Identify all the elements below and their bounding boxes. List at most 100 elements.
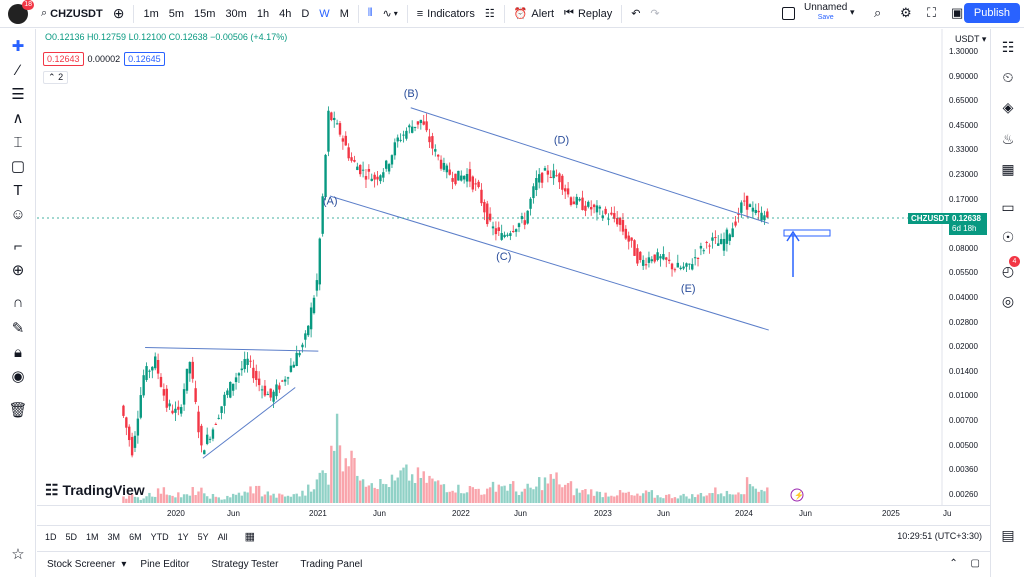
candles	[122, 106, 769, 458]
chart-pane[interactable]: (A) (B) (C) (D) (E) ⚡ O0.12136 H0.12759 L0.1…	[37, 29, 990, 520]
interval-4h[interactable]: 4h	[279, 7, 292, 20]
camera-snapshot-icon[interactable]: ▣	[951, 5, 964, 20]
chart-type-candles-button[interactable]: ⫴	[363, 0, 378, 28]
quick-search-icon[interactable]: ⌕	[874, 5, 882, 20]
smiley-icon[interactable]: ☺	[10, 206, 26, 223]
watchlist-icon[interactable]: ☷	[1001, 39, 1015, 55]
range-6M[interactable]: 6M	[129, 531, 142, 542]
candle-body	[488, 213, 492, 221]
chat-icon[interactable]: ▭	[1001, 199, 1015, 215]
user-avatar[interactable]: 18	[8, 0, 34, 24]
time-axis-label: Jun	[373, 509, 386, 518]
crosshair-icon[interactable]: ✚	[11, 38, 25, 55]
horizontal-lines-icon[interactable]: ☰	[11, 86, 25, 103]
volume-bar	[413, 483, 417, 503]
candle-body	[269, 388, 272, 398]
bottom-tab-strategy-tester[interactable]: Strategy Tester	[211, 559, 279, 570]
time-axis[interactable]: 2020 Jun 2021 Jun 2022 Jun 2023 Jun 2024 Jun 2025 J…	[37, 505, 990, 523]
alerts-clock-icon[interactable]: ⏲	[1002, 69, 1014, 85]
interval-1h[interactable]: 1h	[256, 7, 270, 20]
layout-name-button[interactable]: Unnamed Save	[804, 3, 847, 23]
interval-5m[interactable]: 5m	[168, 7, 185, 20]
layers-icon[interactable]: ◈	[1002, 99, 1014, 115]
publish-button[interactable]: Publish	[963, 3, 1020, 23]
price-axis-label: 0.01400	[949, 366, 978, 376]
ideas-bulb-icon[interactable]: ☉	[1001, 229, 1015, 245]
trend-line-icon[interactable]: ∕	[16, 62, 20, 79]
star-icon[interactable]: ☆	[11, 546, 25, 563]
magnet-icon[interactable]: ∩	[12, 294, 24, 311]
notifications-bell-icon[interactable]: ◴	[1001, 263, 1015, 279]
calendar-icon[interactable]: ▦	[1001, 161, 1015, 177]
interval-group: 1m 5m 15m 30m 1h 4h D W M	[138, 0, 353, 28]
redo-button[interactable]: ↷	[645, 0, 664, 28]
range-1Y[interactable]: 1Y	[177, 531, 189, 542]
interval-W[interactable]: W	[319, 7, 330, 20]
compare-symbol-button[interactable]: ⊕	[108, 0, 130, 28]
event-marker-icon[interactable]	[790, 488, 804, 502]
rectangle-icon[interactable]: ▢	[10, 158, 26, 175]
fullscreen-icon[interactable]: ⛶	[927, 5, 937, 20]
zoom-in-icon[interactable]: ⊕	[11, 262, 25, 279]
indicators-icon: ≡	[416, 7, 424, 20]
date-range-calendar-icon[interactable]: ▦	[244, 531, 256, 543]
help-icon[interactable]: ◎	[1001, 293, 1015, 309]
clock-timezone[interactable]: 10:29:51 (UTC+3:30)	[897, 531, 982, 541]
range-5D[interactable]: 5D	[65, 531, 78, 542]
bottom-tab-pine-editor[interactable]: Pine Editor	[140, 559, 190, 570]
pencil-lock-icon[interactable]: ✎	[11, 320, 25, 337]
candle-body	[431, 136, 434, 149]
volume-bar	[185, 494, 189, 503]
bottom-tab-stock-screener[interactable]: Stock Screener	[47, 559, 116, 570]
candle-body	[350, 157, 353, 161]
chevron-down-icon[interactable]: ▾	[121, 559, 127, 570]
interval-D[interactable]: D	[301, 7, 310, 20]
range-3M[interactable]: 3M	[107, 531, 121, 542]
range-5Y[interactable]: 5Y	[197, 531, 209, 542]
currency-select[interactable]: USDT ▾	[955, 34, 986, 45]
layout-checkbox[interactable]	[782, 7, 795, 20]
fib-icon[interactable]: ⌶	[13, 134, 23, 151]
indicators-collapse-toggle[interactable]: ⌃ 2	[43, 71, 69, 84]
hotlist-flame-icon[interactable]: ♨	[1001, 131, 1015, 147]
range-YTD[interactable]: YTD	[150, 531, 169, 542]
interval-1m[interactable]: 1m	[143, 7, 159, 20]
volume-bar	[751, 486, 755, 503]
volume-bar	[592, 495, 596, 503]
volume-bar	[399, 470, 402, 503]
volume-bar	[659, 497, 662, 503]
bid-price[interactable]: 0.12643	[43, 52, 84, 66]
undo-button[interactable]: ↶	[626, 0, 645, 28]
volume-bar	[231, 493, 235, 503]
range-1M[interactable]: 1M	[86, 531, 99, 542]
volume-bar	[344, 458, 347, 503]
interval-30m[interactable]: 30m	[225, 7, 247, 20]
range-All[interactable]: All	[217, 531, 228, 542]
range-1D[interactable]: 1D	[45, 531, 57, 542]
symbol-search-button[interactable]: ⌕ CHZUSDT	[36, 0, 108, 28]
collapse-chevron-up-icon[interactable]: ⌃	[949, 558, 958, 569]
indicators-button[interactable]: ≡ Indicators	[412, 0, 480, 28]
alert-button[interactable]: ⏰ Alert	[509, 0, 559, 28]
ask-price[interactable]: 0.12645	[124, 52, 165, 66]
calendar-grid-icon[interactable]: ▤	[1001, 527, 1015, 543]
settings-gear-icon[interactable]: ⚙	[900, 5, 912, 20]
lock-icon[interactable]: 🔒︎	[14, 344, 22, 361]
interval-15m[interactable]: 15m	[194, 7, 216, 20]
ruler-icon[interactable]: ⌐	[13, 238, 23, 255]
candle-body	[477, 181, 480, 188]
trash-icon[interactable]: 🗑︎	[8, 402, 28, 419]
bottom-tab-trading-panel[interactable]: Trading Panel	[300, 559, 363, 570]
price-chart[interactable]: (A) (B) (C) (D) (E) ⚡	[37, 29, 990, 505]
chart-type-line-button[interactable]: ∿ ▾	[377, 0, 402, 28]
candle-body	[382, 172, 385, 178]
maximize-icon[interactable]: ▢	[970, 558, 980, 569]
candle-body	[604, 208, 607, 214]
replay-button[interactable]: ⏮ Replay	[559, 0, 617, 28]
templates-button[interactable]: ☷	[480, 0, 500, 28]
layout-menu-chevron-icon[interactable]: ▾	[850, 7, 855, 17]
interval-M[interactable]: M	[339, 7, 349, 20]
text-icon[interactable]: T	[13, 182, 23, 199]
pattern-icon[interactable]: ∧	[12, 110, 24, 127]
eye-icon[interactable]: ◉	[11, 368, 25, 385]
